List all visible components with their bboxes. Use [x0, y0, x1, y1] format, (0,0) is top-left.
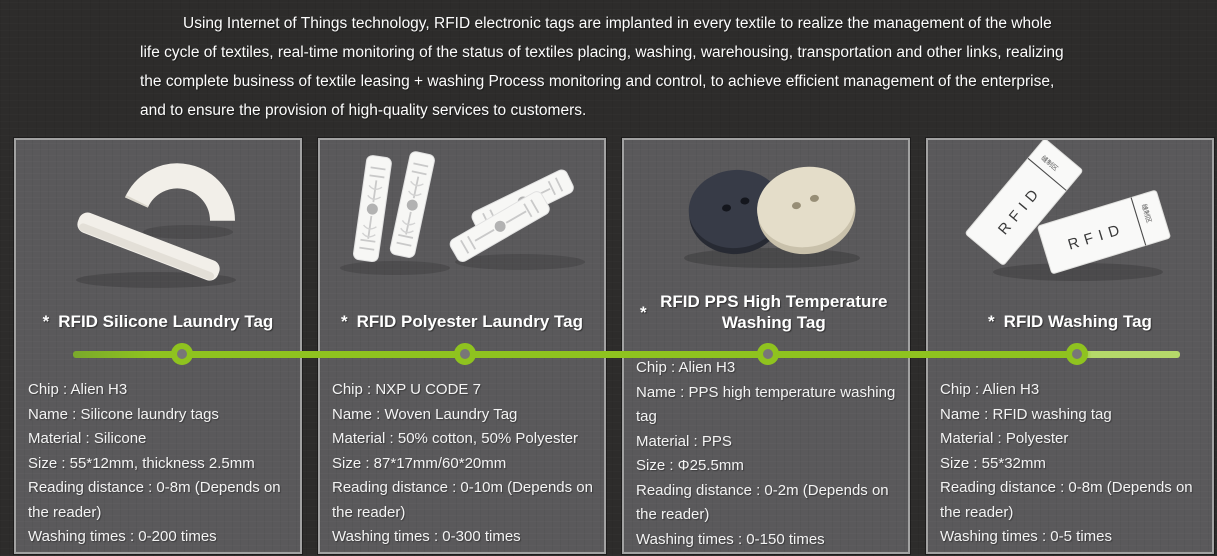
silicone-strip-tag [77, 212, 220, 281]
intro-line: and to ensure the provision of high-qual… [140, 102, 587, 119]
spec-name: Name : RFID washing tag [940, 405, 1112, 423]
spec-reading-distance: Reading distance : 0-10m (Depends on the… [332, 479, 593, 521]
spec-size: Size : Φ25.5mm [636, 457, 744, 474]
washing-tag-illustration: RFID 缝制区 [964, 140, 1172, 281]
timeline-dot [1066, 343, 1088, 365]
spec-washing-times: Washing times : 0-5 times [940, 528, 1112, 545]
spec-washing-times: Washing times : 0-200 times [28, 528, 217, 545]
product-photo-pps-washing-tag [624, 140, 908, 289]
spec-size: Size : 55*12mm, thickness 2.5mm [28, 454, 255, 472]
silicone-tag-illustration [76, 163, 236, 288]
spec-chip: Chip : NXP U CODE 7 [332, 381, 481, 398]
product-title-text: RFID Silicone Laundry Tag [58, 311, 274, 331]
intro-line: Using Internet of Things technology, RFI… [183, 15, 1052, 32]
asterisk-bullet: * [42, 311, 50, 331]
intro-line: life cycle of textiles, real-time monito… [140, 44, 1064, 61]
product-photo-silicone-laundry-tag [16, 140, 300, 298]
spec-washing-times: Washing times : 0-300 times [332, 528, 521, 545]
product-title-text: RFID Washing Tag [1003, 311, 1152, 331]
pps-button-dark [688, 169, 784, 255]
product-specs: Chip : Alien H3 Name : PPS high temperat… [624, 356, 908, 552]
timeline-dot [454, 343, 476, 365]
products-section: * RFID Silicone Laundry Tag Chip : Alien… [0, 138, 1217, 556]
intro-line: the complete business of textile leasing… [140, 73, 1055, 90]
woven-tag-vertical-1 [351, 153, 394, 264]
product-title: * RFID PPS High Temperature Washing Tag [624, 289, 908, 335]
spec-material: Material : Polyester [940, 430, 1069, 447]
spec-material: Material : PPS [636, 432, 732, 450]
asterisk-bullet: * [340, 311, 348, 331]
washing-tag-front [1036, 189, 1172, 275]
spec-name: Name : Silicone laundry tags [28, 405, 219, 423]
spec-material: Material : Silicone [28, 430, 147, 447]
silicone-arch-tag [125, 163, 236, 222]
spec-chip: Chip : Alien H3 [28, 381, 128, 398]
spec-chip: Chip : Alien H3 [940, 381, 1040, 398]
product-title: * RFID Silicone Laundry Tag [16, 298, 300, 344]
pps-tag-illustration [684, 166, 860, 268]
product-specs: Chip : Alien H3 Name : RFID washing tag … [928, 378, 1212, 550]
product-photo-rfid-washing-tag: RFID 缝制区 [928, 140, 1212, 298]
spec-size: Size : 87*17mm/60*20mm [332, 454, 507, 472]
timeline-dot [171, 343, 193, 365]
spec-reading-distance: Reading distance : 0-8m (Depends on the … [940, 479, 1193, 521]
product-title-text: RFID Polyester Laundry Tag [356, 311, 584, 331]
product-photo-polyester-laundry-tag [320, 140, 604, 298]
product-card-silicone-laundry-tag: * RFID Silicone Laundry Tag Chip : Alien… [14, 138, 302, 554]
asterisk-bullet: * [988, 311, 995, 331]
spec-chip: Chip : Alien H3 [636, 359, 736, 376]
spec-washing-times: Washing times : 0-150 times [636, 530, 825, 548]
woven-tag-vertical-2 [388, 149, 437, 260]
spec-name: Name : Woven Laundry Tag [332, 405, 518, 423]
timeline-line [73, 351, 1180, 358]
spec-material: Material : 50% cotton, 50% Polyester [332, 430, 578, 447]
spec-name: Name : PPS high temperature washing tag [636, 383, 896, 426]
product-title: * RFID Washing Tag [928, 298, 1212, 344]
product-specs: Chip : Alien H3 Name : Silicone laundry … [16, 378, 300, 550]
pps-button-beige [757, 166, 856, 255]
product-specs: Chip : NXP U CODE 7 Name : Woven Laundry… [320, 378, 604, 550]
asterisk-bullet: * [640, 302, 647, 322]
spec-reading-distance: Reading distance : 0-2m (Depends on the … [636, 481, 889, 524]
spec-size: Size : 55*32mm [940, 454, 1046, 472]
intro-paragraph: Using Internet of Things technology, RFI… [140, 9, 1130, 125]
product-title-text: RFID PPS High Temperature Washing Tag [660, 292, 888, 333]
spec-reading-distance: Reading distance : 0-8m (Depends on the … [28, 479, 281, 521]
product-title: * RFID Polyester Laundry Tag [320, 298, 604, 344]
timeline-dot [757, 343, 779, 365]
polyester-tag-illustration [340, 149, 585, 275]
